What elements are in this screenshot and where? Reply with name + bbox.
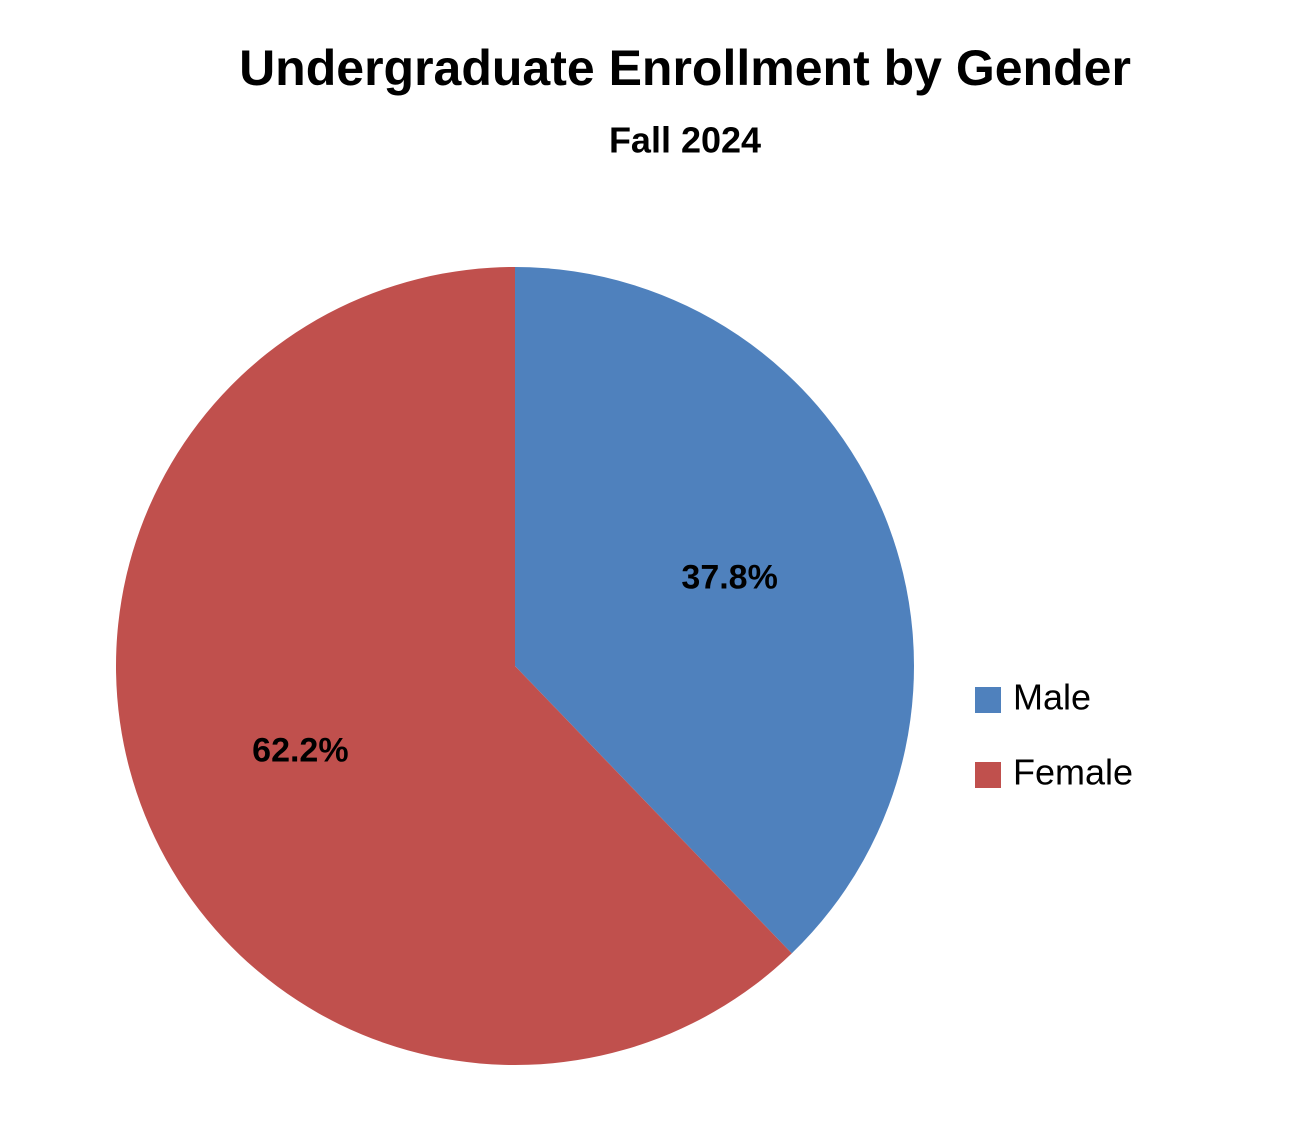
legend-swatch — [975, 762, 1001, 788]
data-label: 62.2% — [252, 732, 348, 770]
pie-slice — [115, 267, 792, 1065]
pie-slice — [515, 267, 914, 954]
legend-swatch — [975, 687, 1001, 713]
chart-title: Undergraduate Enrollment by Gender — [239, 40, 1131, 96]
legend-label: Female — [1013, 752, 1133, 793]
legend-label: Male — [1013, 677, 1091, 718]
data-label: 37.8% — [681, 558, 777, 596]
chart-subtitle: Fall 2024 — [609, 120, 761, 161]
